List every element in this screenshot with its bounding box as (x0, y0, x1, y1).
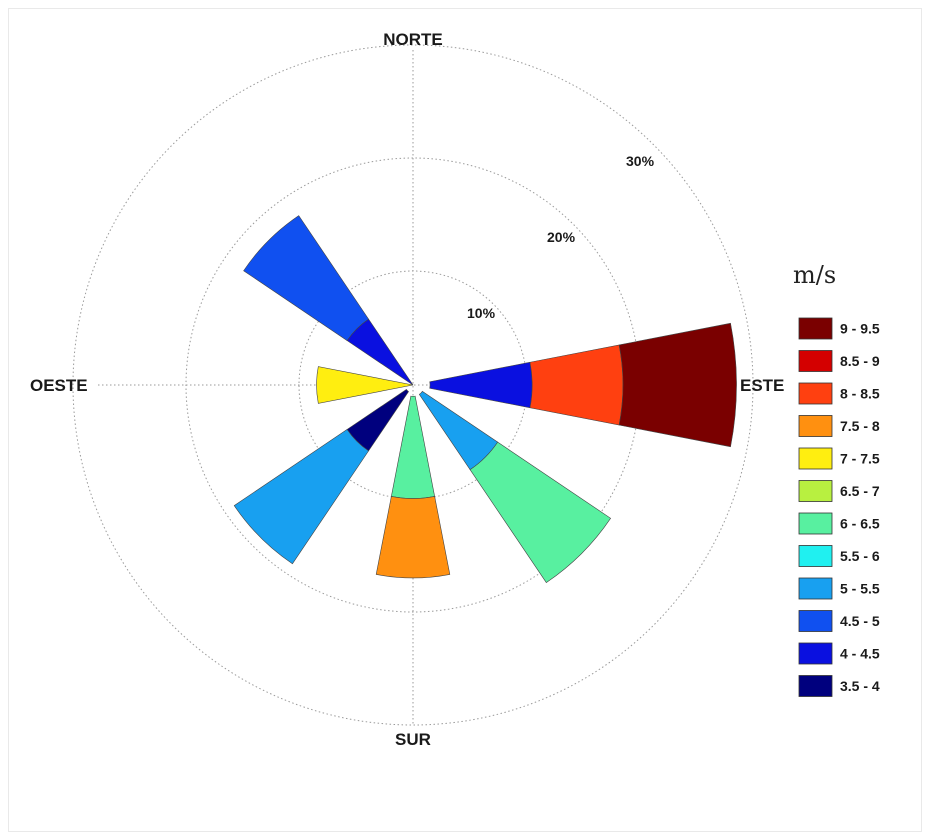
legend-swatch-1 (798, 350, 833, 372)
legend-swatch-7 (798, 545, 833, 567)
grid-ring-30 (72, 44, 754, 726)
legend-label-10: 4 - 4.5 (840, 646, 880, 662)
direction-east-label: ESTE (740, 376, 784, 395)
legend-swatch-9 (798, 610, 833, 632)
legend-label-3: 7.5 - 8 (840, 418, 880, 434)
wedge-135deg-segment-1 (469, 441, 612, 584)
legend-title: m/s (793, 261, 836, 289)
legend: 9 - 9.5 8.5 - 9 8 - 8.5 7.5 - 8 7 - 7.5 6.5 -… (798, 317, 880, 697)
wedge-90deg-segment-1 (529, 344, 624, 426)
legend-label-0: 9 - 9.5 (840, 321, 880, 337)
wedge-315deg-segment-1 (243, 215, 369, 341)
wedge-270deg-segment-0 (316, 366, 414, 404)
direction-west-label: OESTE (30, 376, 88, 395)
wedge-180deg-segment-0 (390, 395, 436, 499)
legend-swatch-8 (798, 577, 833, 600)
ring-label-30: 30% (626, 153, 655, 169)
wedge-225deg-segment-1 (233, 429, 369, 565)
direction-south-label: SUR (395, 730, 431, 749)
legend-label-8: 5 - 5.5 (840, 581, 880, 597)
legend-label-4: 7 - 7.5 (840, 451, 880, 467)
wind-rose-wedges (233, 215, 737, 584)
wedge-90deg-segment-0 (429, 361, 533, 409)
legend-label-11: 3.5 - 4 (840, 678, 880, 694)
legend-swatch-4 (798, 447, 833, 470)
legend-label-5: 6.5 - 7 (840, 483, 880, 499)
legend-label-6: 6 - 6.5 (840, 516, 880, 532)
chart-frame (8, 8, 922, 832)
legend-label-7: 5.5 - 6 (840, 548, 880, 564)
wedge-180deg-segment-1 (375, 496, 451, 579)
ring-label-20: 20% (547, 229, 576, 245)
legend-swatch-3 (798, 415, 833, 437)
ring-label-10: 10% (467, 305, 496, 321)
wedge-90deg-segment-2 (618, 322, 737, 448)
legend-label-9: 4.5 - 5 (840, 613, 880, 629)
legend-swatch-11 (798, 675, 833, 697)
legend-swatch-6 (798, 512, 833, 535)
legend-swatch-10 (798, 642, 833, 665)
legend-label-2: 8 - 8.5 (840, 386, 880, 402)
legend-swatch-2 (798, 382, 833, 405)
direction-north-label: NORTE (383, 30, 443, 49)
legend-label-1: 8.5 - 9 (840, 353, 880, 369)
legend-swatch-0 (798, 317, 833, 340)
legend-swatch-5 (798, 480, 833, 502)
